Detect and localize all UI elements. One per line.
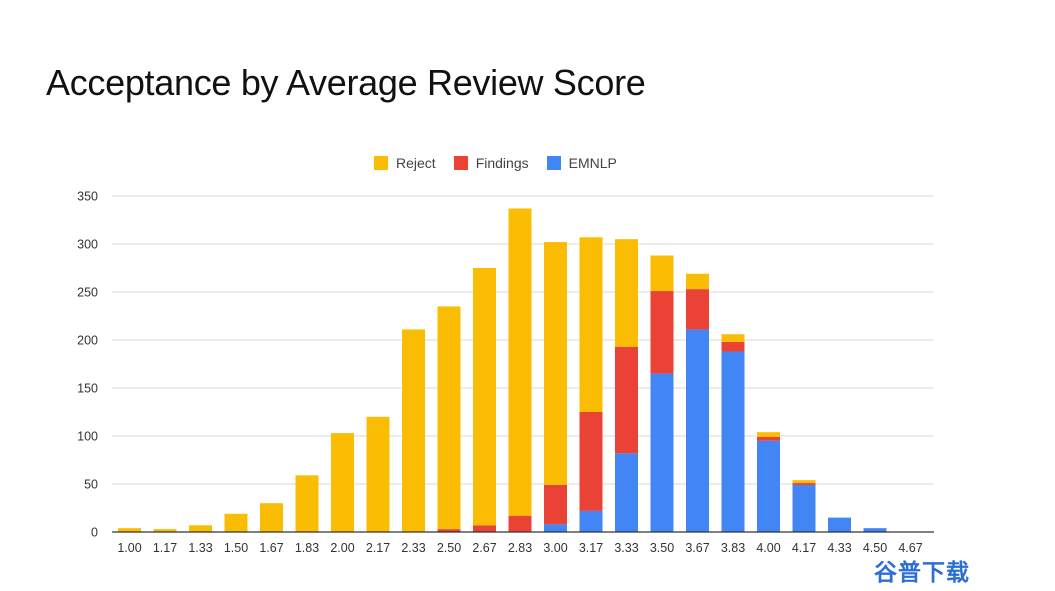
y-tick-label: 0: [91, 526, 98, 540]
chart-title: Acceptance by Average Review Score: [46, 62, 646, 103]
bar-findings: [615, 346, 638, 454]
bar-findings: [437, 529, 461, 532]
x-tick-label: 3.83: [721, 541, 745, 555]
x-tick-label: 1.17: [153, 541, 177, 555]
bar-reject: [402, 329, 425, 532]
bar-reject: [721, 334, 745, 342]
legend-swatch-emnlp: [546, 156, 561, 170]
bar-reject: [260, 503, 283, 532]
bar-reject: [224, 513, 248, 532]
x-axis-ticks: 1.00 1.17 1.33 1.50 1.67 1.83 2.00 2.17 2.33 2.50…: [117, 541, 922, 555]
bar-reject: [579, 237, 603, 412]
bar-findings: [686, 289, 709, 330]
x-tick-label: 1.67: [259, 541, 283, 555]
bar-findings: [721, 341, 745, 352]
x-tick-label: 4.50: [863, 541, 887, 555]
bar-reject: [508, 208, 532, 516]
bar-reject: [473, 268, 496, 526]
bar-findings: [792, 483, 816, 485]
bar-reject: [615, 239, 638, 347]
y-tick-label: 300: [77, 238, 98, 252]
bar-findings: [579, 412, 603, 511]
bar-emnlp: [792, 484, 816, 532]
x-tick-label: 4.17: [792, 541, 816, 555]
x-tick-label: 1.83: [295, 541, 319, 555]
bar-emnlp: [686, 329, 709, 532]
x-tick-label: 1.33: [188, 541, 212, 555]
x-tick-label: 1.00: [117, 541, 141, 555]
bar-emnlp: [615, 453, 638, 532]
bar-findings: [650, 291, 674, 374]
x-tick-label: 4.67: [898, 541, 922, 555]
x-tick-label: 2.33: [401, 541, 425, 555]
legend-item-findings: Findings: [453, 155, 529, 171]
bar-reject: [650, 255, 674, 292]
y-tick-label: 100: [77, 430, 98, 444]
x-tick-label: 3.67: [685, 541, 709, 555]
x-tick-label: 2.83: [508, 541, 532, 555]
x-tick-label: 4.00: [756, 541, 780, 555]
legend-label-emnlp: EMNLP: [568, 155, 617, 171]
bar-emnlp: [757, 440, 780, 532]
legend-swatch-reject: [374, 156, 388, 170]
x-tick-label: 2.17: [366, 541, 390, 555]
bar-reject: [792, 480, 816, 484]
bar-reject: [331, 433, 354, 532]
x-tick-label: 2.67: [472, 541, 496, 555]
bar-emnlp: [650, 373, 674, 532]
x-tick-label: 3.33: [614, 541, 638, 555]
watermark-logo: 谷普下载: [874, 560, 970, 586]
x-tick-label: 1.50: [224, 541, 248, 555]
chart-legend: Reject Findings EMNLP: [374, 155, 617, 171]
x-tick-label: 3.17: [579, 541, 603, 555]
x-tick-label: 4.33: [827, 541, 851, 555]
x-tick-label: 3.50: [650, 541, 674, 555]
legend-swatch-findings: [453, 156, 468, 170]
bar-emnlp: [863, 528, 887, 532]
bar-reject: [757, 432, 780, 437]
bar-emnlp: [579, 510, 603, 532]
y-axis-ticks: 0 50 100 150 200 250 300 350: [77, 190, 98, 540]
bar-reject: [366, 416, 390, 532]
bar-reject: [544, 242, 567, 485]
x-tick-label: 2.50: [437, 541, 461, 555]
x-tick-label: 2.00: [330, 541, 354, 555]
y-tick-label: 50: [84, 478, 98, 492]
legend-item-reject: Reject: [374, 155, 436, 171]
bar-emnlp: [544, 524, 567, 532]
x-tick-label: 3.00: [543, 541, 567, 555]
legend-label-findings: Findings: [475, 155, 529, 171]
bar-reject: [153, 529, 177, 532]
bar-emnlp: [828, 517, 851, 532]
y-tick-label: 250: [77, 286, 98, 300]
bar-findings: [508, 515, 532, 532]
y-tick-label: 200: [77, 334, 98, 348]
bar-findings: [757, 436, 780, 441]
legend-label-reject: Reject: [396, 155, 436, 171]
bar-findings: [544, 484, 567, 525]
y-tick-label: 350: [77, 190, 98, 204]
legend-item-emnlp: EMNLP: [546, 155, 617, 171]
bar-findings: [473, 525, 496, 532]
bars: [118, 208, 887, 532]
y-tick-label: 150: [77, 382, 98, 396]
bar-reject: [189, 525, 212, 532]
bar-reject: [295, 475, 319, 532]
bar-reject: [118, 528, 141, 532]
bar-emnlp: [721, 351, 745, 532]
bar-reject: [686, 273, 709, 290]
bar-reject: [437, 306, 461, 530]
